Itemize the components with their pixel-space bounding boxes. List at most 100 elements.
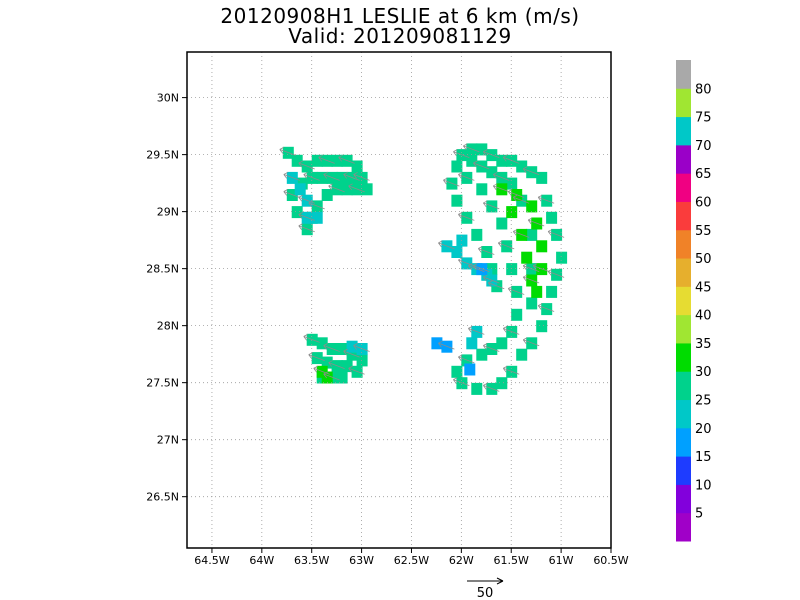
wind-vector-southwest-4: [343, 348, 360, 358]
wind-cell-east-51: [486, 166, 498, 179]
wind-cell-east-35: [476, 183, 488, 196]
x-tick-label-4: 62.5W: [394, 554, 429, 567]
wind-vector-northwest-24: [343, 172, 360, 181]
colorbar: 5 10 15 20 25 30 35 40 45 50 55 60 65 70 75 80: [676, 60, 712, 542]
wind-vector-east-0: [463, 143, 480, 153]
wind-cell-southwest-9: [341, 360, 353, 373]
wind-vector-east-30: [507, 286, 525, 295]
wind-cell-east-45: [526, 297, 538, 310]
wind-cell-east-blue-3: [456, 234, 468, 247]
colorbar-label-1: 10: [695, 478, 712, 493]
wind-vector-east-34: [482, 200, 500, 210]
wind-vector-east-24: [458, 354, 475, 364]
wind-vector-southwest-8: [328, 360, 345, 369]
wind-cell-east-37: [451, 160, 463, 173]
wind-vector-northwest-18: [283, 189, 300, 198]
colorbar-label-2: 15: [695, 450, 712, 465]
wind-cell-southwest-1: [316, 337, 328, 350]
wind-cell-east-21: [471, 382, 483, 395]
colorbar-swatch-15: [676, 88, 691, 118]
wind-cell-northwest-1: [291, 154, 303, 167]
wind-cell-east-23: [451, 365, 463, 378]
wind-cell-northwest-21: [316, 171, 328, 184]
colorbar-swatch-8: [676, 286, 691, 316]
wind-vector-northwest-20: [303, 172, 320, 181]
colorbar-label-14: 75: [695, 111, 712, 126]
colorbar-swatch-10: [676, 229, 691, 259]
y-tick-label-6: 29.5N: [146, 149, 179, 162]
wind-cell-northwest-core-3: [311, 211, 323, 224]
wind-vector-northwest-8: [353, 172, 370, 181]
wind-cell-northwest-3: [311, 154, 323, 167]
colorbar-swatch-11: [676, 201, 691, 231]
wind-vector-east-16: [522, 337, 540, 347]
wind-vector-northwest-16: [298, 223, 315, 233]
y-tick-label-2: 27.5N: [146, 377, 179, 390]
wind-vector-southwest-2: [323, 343, 340, 352]
chart-title: 20120908H1 LESLIE at 6 km (m/s): [220, 4, 580, 28]
wind-vector-southwest-core-0: [313, 365, 330, 375]
wind-vector-east-44: [487, 280, 505, 290]
wind-vector-east-blue-0: [438, 240, 455, 250]
wind-cell-northwest-5: [331, 154, 343, 167]
y-tick-label-1: 27N: [157, 434, 179, 447]
wind-vector-east-14: [537, 303, 555, 312]
wind-vector-east-52: [472, 160, 490, 170]
wind-cell-east-29: [511, 308, 523, 321]
x-tick-label-8: 60.5W: [593, 554, 628, 567]
colorbar-swatch-16: [676, 60, 691, 89]
wind-vector-northwest-core-2: [298, 194, 315, 204]
colorbar-swatch-0: [676, 512, 691, 542]
wind-cell-east-5: [516, 160, 528, 173]
wind-cell-east-3: [496, 154, 508, 167]
y-axis: 26.5N 27N 27.5N 28N 28.5N 29N 29.5N 30N: [146, 92, 187, 504]
wind-vector-east-dark-2: [438, 340, 455, 350]
x-tick-label-1: 64W: [249, 554, 274, 567]
wind-vector-east-6: [522, 166, 540, 176]
x-axis: 64.5W 64W 63.5W 63W 62.5W 62W 61.5W 61W 60.5W: [194, 548, 629, 567]
wind-cell-northwest-7: [351, 160, 363, 173]
wind-vector-northwest-core-0: [283, 172, 300, 181]
y-tick-label-0: 26.5N: [146, 491, 179, 504]
colorbar-swatch-5: [676, 371, 691, 401]
x-tick-label-0: 64.5W: [194, 554, 229, 567]
colorbar-swatch-1: [676, 484, 691, 514]
colorbar-swatch-9: [676, 258, 691, 287]
colorbar-swatch-13: [676, 144, 691, 174]
wind-vector-southwest-10: [348, 365, 365, 375]
wind-cell-east-47: [526, 228, 538, 241]
wind-cell-northwest-9: [361, 183, 373, 196]
x-tick-label-7: 61W: [549, 554, 574, 567]
x-tick-label-6: 61.5W: [494, 554, 529, 567]
wind-cell-east-blue-1: [451, 246, 463, 258]
wind-vector-east-core-2: [512, 229, 530, 238]
wind-cell-east-17: [516, 348, 528, 361]
wind-cell-east-15: [536, 320, 548, 333]
wind-cell-east-core-9: [526, 200, 538, 213]
wind-cell-northwest-core-1: [294, 183, 306, 196]
wind-cell-southwest-3: [336, 343, 348, 355]
wind-vector-northwest-0: [279, 146, 296, 156]
colorbar-label-5: 30: [695, 365, 712, 380]
colorbar-label-13: 70: [695, 139, 712, 154]
y-tick-label-4: 28.5N: [146, 263, 179, 276]
grid-lines: [187, 52, 612, 548]
wind-vector-east-core-4: [522, 274, 540, 284]
wind-vector-northwest-10: [348, 183, 365, 193]
wind-cell-northwest-11: [341, 183, 353, 196]
colorbar-label-4: 25: [695, 394, 712, 409]
wind-cell-east-11: [556, 251, 568, 264]
wind-vector-east-50: [492, 172, 510, 181]
colorbar-swatch-14: [676, 116, 691, 146]
wind-vector-east-32: [497, 240, 515, 250]
colorbar-label-0: 5: [695, 507, 703, 522]
wind-cell-east-13: [546, 285, 558, 298]
wind-cell-southwest-13: [336, 371, 348, 384]
wind-vector-southwest-0: [303, 333, 320, 343]
wind-cell-southwest-blue-1: [346, 340, 358, 353]
colorbar-label-9: 50: [695, 252, 712, 267]
wind-cell-east-53: [466, 154, 478, 167]
wind-vector-east-18: [502, 365, 520, 375]
wind-cell-east-19: [496, 377, 508, 390]
